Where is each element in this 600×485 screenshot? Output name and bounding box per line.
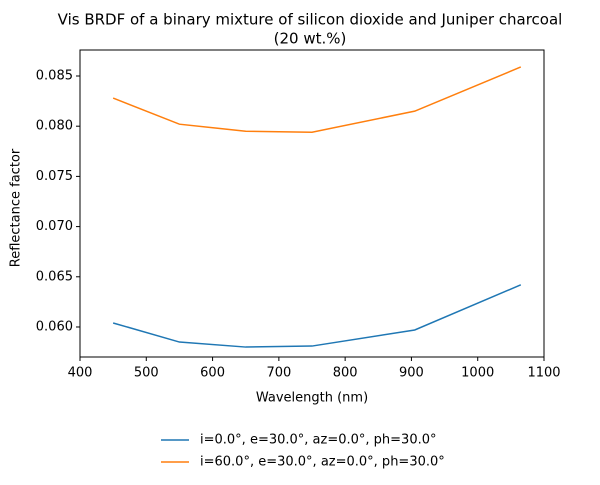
x-tick-label: 400 [68, 366, 93, 381]
x-tick-label: 700 [266, 366, 291, 381]
x-tick-label: 1100 [527, 366, 560, 381]
legend-label: i=0.0°, e=30.0°, az=0.0°, ph=30.0° [200, 433, 437, 448]
chart-title: Vis BRDF of a binary mixture of silicon … [58, 11, 563, 29]
chart-title: (20 wt.%) [274, 30, 347, 48]
y-tick-label: 0.065 [36, 269, 73, 284]
y-tick-label: 0.060 [36, 319, 73, 334]
x-tick-label: 1000 [461, 366, 494, 381]
x-axis-label: Wavelength (nm) [256, 391, 368, 406]
plot-frame [79, 49, 545, 358]
legend-label: i=60.0°, e=30.0°, az=0.0°, ph=30.0° [200, 455, 445, 470]
line-series [112, 284, 522, 348]
y-tick-label: 0.070 [36, 219, 73, 234]
line-series [112, 66, 522, 133]
y-tick-label: 0.075 [36, 169, 73, 184]
x-tick-label: 800 [333, 366, 358, 381]
x-tick-label: 500 [134, 366, 159, 381]
y-tick-label: 0.085 [36, 69, 73, 84]
y-axis-label: Reflectance factor [9, 148, 24, 267]
x-tick-label: 900 [399, 366, 424, 381]
y-tick-label: 0.080 [36, 119, 73, 134]
x-tick-label: 600 [200, 366, 225, 381]
